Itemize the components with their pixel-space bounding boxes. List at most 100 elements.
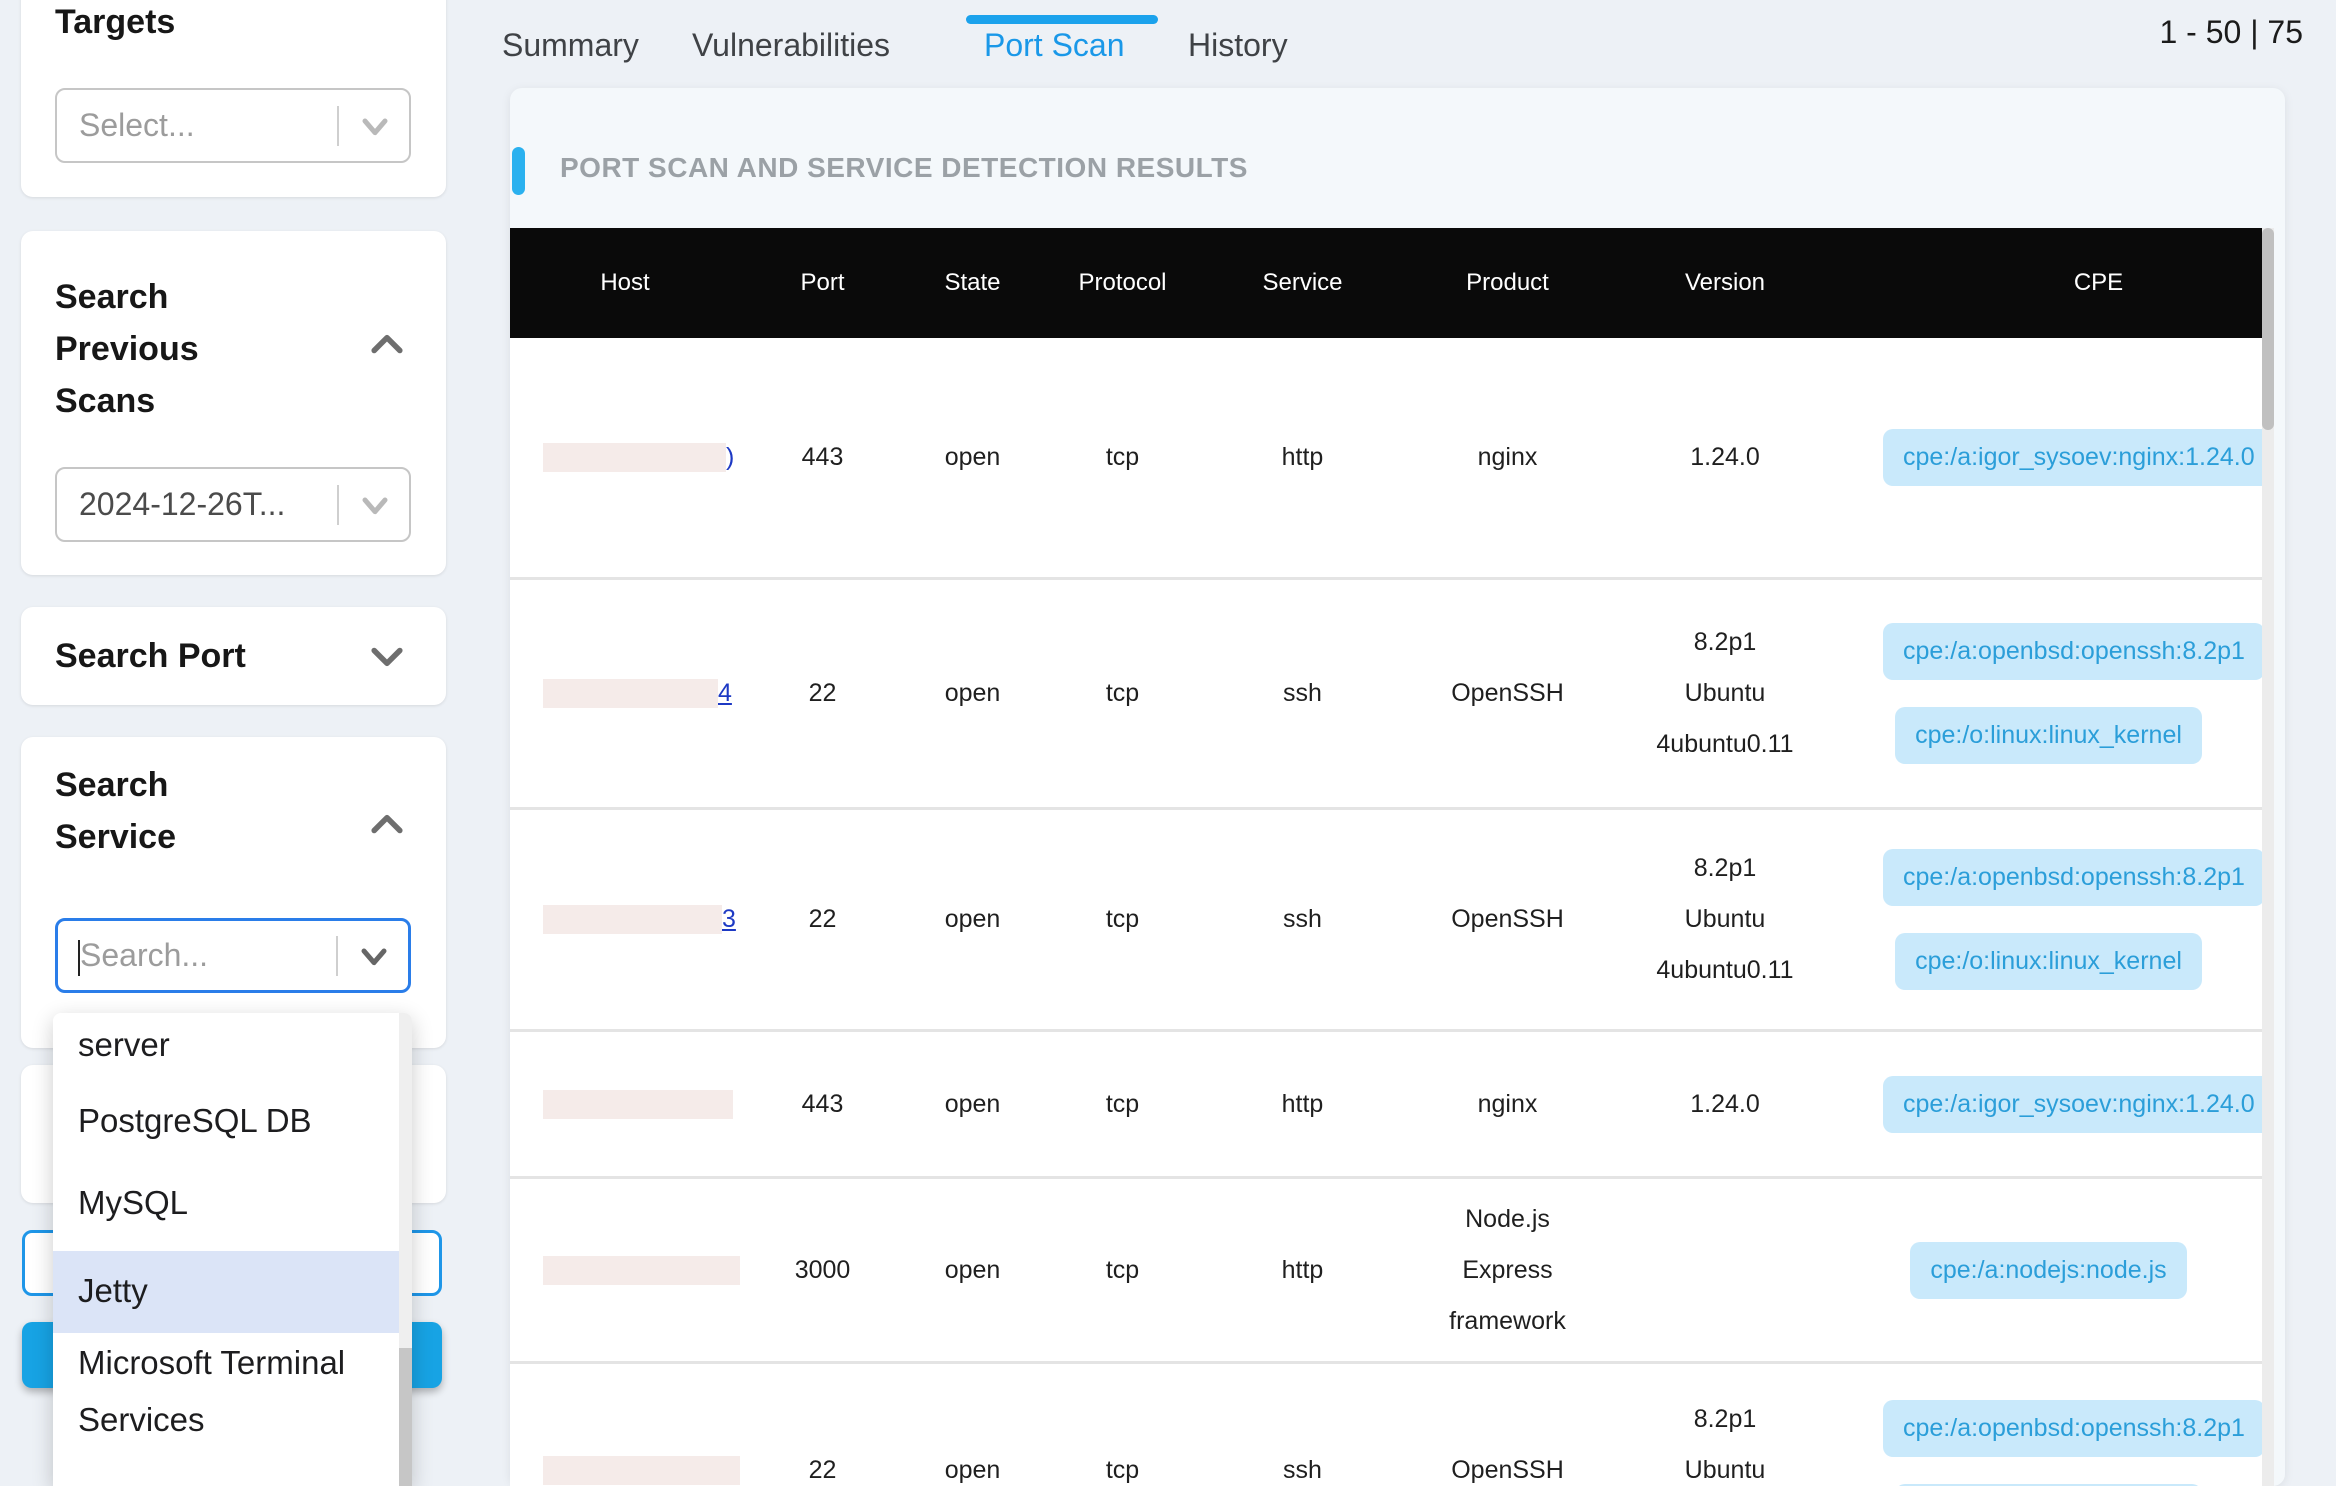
tab-summary[interactable]: Summary <box>502 27 639 63</box>
targets-card: Targets Select... <box>21 0 446 197</box>
column-state: State <box>944 269 1001 296</box>
product-cell: nginx <box>1477 443 1538 471</box>
protocol-cell: tcp <box>1105 1255 1140 1284</box>
table-header: Host Port State Protocol Service Product… <box>510 228 2274 338</box>
product-cell: OpenSSH <box>1451 1455 1564 1484</box>
targets-select[interactable]: Select... <box>55 88 411 163</box>
cpe-badge[interactable]: cpe:/a:openbsd:openssh:8.2p1 <box>1883 623 2262 680</box>
redacted-host <box>543 1255 740 1285</box>
tab-port-scan[interactable]: Port Scan <box>984 27 1125 63</box>
table-scrollbar-thumb[interactable] <box>2262 228 2274 430</box>
cpe-cell: cpe:/a:igor_sysoev:nginx:1.24.0 <box>1835 429 2262 486</box>
row-divider <box>510 1029 2262 1032</box>
pagination-label: 1 - 50 | 75 <box>2159 14 2303 50</box>
dropdown-scrollbar[interactable] <box>399 1013 412 1486</box>
cpe-badge[interactable]: cpe:/a:igor_sysoev:nginx:1.24.0 <box>1883 1075 2262 1133</box>
column-protocol: Protocol <box>1078 269 1167 296</box>
cpe-badge[interactable]: cpe:/a:openbsd:openssh:8.2p1 <box>1883 849 2262 906</box>
port-cell: 22 <box>808 1455 837 1484</box>
row-divider <box>510 577 2262 580</box>
dropdown-option-jetty[interactable]: Jetty <box>78 1272 148 1309</box>
port-cell: 443 <box>801 443 844 471</box>
state-cell: open <box>944 905 1001 933</box>
service-cell: http <box>1281 1089 1324 1118</box>
host-link[interactable]: 4 <box>718 679 732 707</box>
select-divider <box>337 105 339 146</box>
dropdown-option-ms-terminal[interactable]: Microsoft Terminal Services <box>78 1344 346 1438</box>
targets-select-placeholder: Select... <box>79 107 195 143</box>
cpe-badge[interactable]: cpe:/a:nodejs:node.js <box>1910 1241 2187 1299</box>
protocol-cell: tcp <box>1105 905 1140 933</box>
cpe-badge[interactable]: cpe:/o:linux:linux_kernel <box>1895 1483 2202 1486</box>
dropdown-option-postgresql[interactable]: PostgreSQL DB <box>78 1102 312 1139</box>
state-cell: open <box>944 679 1001 707</box>
product-cell: OpenSSH <box>1451 905 1564 933</box>
chevron-down-icon <box>362 497 388 514</box>
cpe-cell: cpe:/a:openbsd:openssh:8.2p1 cpe:/o:linu… <box>1835 1399 2262 1486</box>
previous-scans-selected: 2024-12-26T... <box>79 486 286 522</box>
host-cell <box>510 1255 740 1285</box>
service-cell: ssh <box>1283 905 1322 933</box>
dropdown-highlight <box>53 1251 399 1333</box>
collapse-search-service-icon[interactable] <box>365 803 409 847</box>
port-cell: 22 <box>808 905 837 933</box>
service-cell: http <box>1281 1255 1324 1284</box>
section-accent-bar <box>512 147 525 195</box>
search-service-input[interactable]: Search... <box>55 918 411 993</box>
expand-search-port-icon[interactable] <box>365 634 409 678</box>
state-cell: open <box>944 1455 1001 1484</box>
tab-vulnerabilities[interactable]: Vulnerabilities <box>692 27 891 63</box>
row-divider <box>510 1176 2262 1179</box>
results-title: PORT SCAN AND SERVICE DETECTION RESULTS <box>560 152 1248 183</box>
redacted-host <box>543 1455 740 1485</box>
previous-scans-select[interactable]: 2024-12-26T... <box>55 467 411 542</box>
column-product: Product <box>1466 269 1549 296</box>
host-cell <box>510 1455 740 1485</box>
protocol-cell: tcp <box>1105 1089 1140 1118</box>
host-link[interactable]: 3 <box>722 905 736 933</box>
search-service-title: Search Service <box>55 766 176 856</box>
service-cell: ssh <box>1283 679 1322 707</box>
table-scrollbar[interactable] <box>2262 228 2274 1486</box>
host-link[interactable]: ) <box>726 443 734 471</box>
cpe-cell: cpe:/a:openbsd:openssh:8.2p1 cpe:/o:linu… <box>1835 849 2262 990</box>
table-row: 3000 open tcp http Node.js Express frame… <box>510 1179 2262 1361</box>
table-row: 3 22 open tcp ssh OpenSSH 8.2p1 Ubuntu 4… <box>510 810 2262 1029</box>
cpe-badge[interactable]: cpe:/a:openbsd:openssh:8.2p1 <box>1883 1399 2262 1457</box>
chevron-down-icon <box>362 118 388 135</box>
state-cell: open <box>944 1089 1001 1118</box>
collapse-targets-icon[interactable] <box>365 0 409 6</box>
targets-title: Targets <box>55 3 176 41</box>
host-cell: 3 <box>510 905 736 934</box>
dropdown-scrollbar-thumb[interactable] <box>399 1348 412 1486</box>
protocol-cell: tcp <box>1105 1455 1140 1484</box>
port-cell: 3000 <box>794 1255 851 1284</box>
search-service-dropdown: server PostgreSQL DB MySQL Jetty Microso… <box>53 1013 412 1486</box>
product-cell: OpenSSH <box>1451 679 1564 707</box>
version-cell: 8.2p1 Ubuntu 4ubuntu0.11 <box>1684 1404 1766 1484</box>
table-row: 22 open tcp ssh OpenSSH 8.2p1 Ubuntu 4ub… <box>510 1364 2262 1486</box>
cpe-cell: cpe:/a:openbsd:openssh:8.2p1 cpe:/o:linu… <box>1835 623 2262 764</box>
collapse-previous-scans-icon[interactable] <box>365 323 409 367</box>
port-cell: 443 <box>801 1089 844 1118</box>
host-cell: ) <box>510 443 734 472</box>
previous-scans-title: Search Previous Scans <box>55 278 199 420</box>
cpe-cell: cpe:/a:nodejs:node.js <box>1835 1241 2262 1299</box>
product-cell: Node.js Express framework <box>1449 1204 1566 1335</box>
cpe-badge[interactable]: cpe:/o:linux:linux_kernel <box>1895 933 2202 990</box>
search-service-placeholder: Search... <box>80 937 209 973</box>
search-port-card: Search Port <box>21 607 446 705</box>
search-port-title: Search Port <box>55 637 246 675</box>
dropdown-option-server[interactable]: server <box>78 1026 170 1063</box>
select-divider <box>337 484 339 525</box>
search-service-card: Search Service Search... <box>21 737 446 1048</box>
tab-history[interactable]: History <box>1188 27 1288 63</box>
state-cell: open <box>944 1255 1001 1284</box>
dropdown-option-mysql[interactable]: MySQL <box>78 1184 189 1221</box>
cpe-badge[interactable]: cpe:/a:igor_sysoev:nginx:1.24.0 <box>1883 429 2262 486</box>
cpe-badge[interactable]: cpe:/o:linux:linux_kernel <box>1895 707 2202 764</box>
redacted-host <box>543 1089 733 1119</box>
table-body: ) 443 open tcp http nginx 1.24.0 cpe:/a:… <box>510 338 2262 1486</box>
chevron-down-icon <box>361 948 387 965</box>
